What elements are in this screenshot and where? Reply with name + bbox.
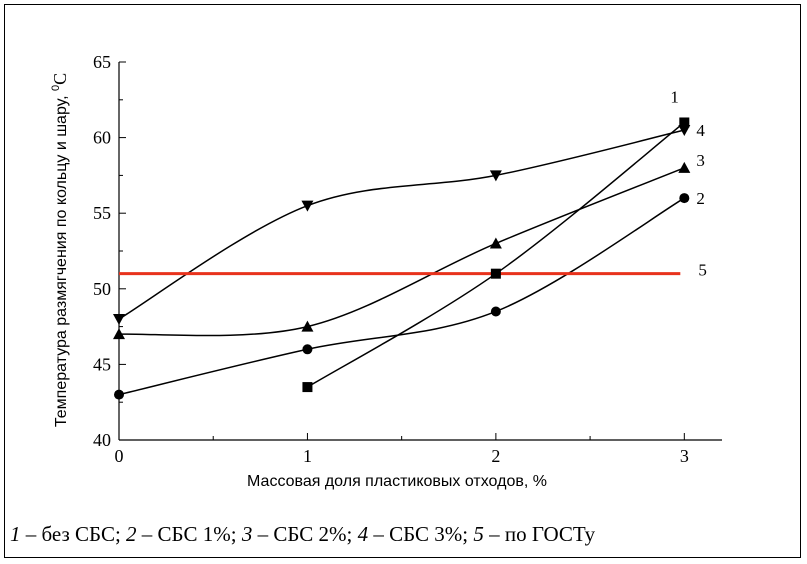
y-axis-unit-superscript: 0 — [50, 85, 62, 91]
marker-circle — [302, 344, 313, 355]
marker-triangle-up — [678, 161, 691, 173]
y-tick-label: 50 — [93, 279, 111, 299]
x-axis-label: Массовая доля пластиковых отходов, % — [247, 473, 547, 490]
caption-num: 3 — [241, 522, 253, 546]
figure-frame — [4, 4, 801, 558]
caption-text: – СБС 3%; — [368, 522, 474, 546]
y-tick-label: 55 — [93, 203, 111, 223]
y-tick-label: 40 — [93, 430, 111, 450]
y-tick-label: 60 — [93, 128, 111, 148]
series-2-label: 2 — [696, 189, 705, 208]
caption-num: 5 — [473, 522, 484, 546]
caption-item: 1 – без СБС; — [10, 522, 126, 546]
y-axis-label: Температура размягчения по кольцу и шару… — [50, 73, 70, 427]
caption-text: – СБС 1%; — [136, 522, 242, 546]
marker-triangle-down — [678, 125, 691, 137]
caption-text: – СБС 2%; — [252, 522, 358, 546]
series-1-label: 1 — [670, 87, 679, 106]
x-tick-label: 1 — [303, 446, 312, 466]
marker-triangle-down — [113, 314, 125, 326]
caption-text: – без СБС; — [20, 522, 127, 546]
y-tick-label: 65 — [93, 52, 111, 72]
x-tick-label: 2 — [491, 446, 500, 466]
series-markers — [113, 117, 691, 400]
y-tick-label: 45 — [93, 354, 111, 374]
series-4-line — [118, 129, 685, 320]
caption-item: 3 – СБС 2%; — [242, 522, 358, 546]
marker-square — [679, 117, 690, 128]
figure-caption: 1 – без СБС; 2 – СБС 1%; 3 – СБС 2%; 4 –… — [10, 522, 800, 547]
caption-item: 5 – по ГОСТу — [473, 522, 595, 546]
series-5-label: 5 — [698, 261, 707, 280]
marker-square — [302, 382, 313, 393]
marker-square — [490, 268, 501, 279]
series-lines — [118, 121, 685, 396]
caption-text: – по ГОСТу — [483, 522, 596, 546]
x-tick-label: 3 — [680, 446, 689, 466]
x-tick-label: 0 — [115, 446, 124, 466]
marker-triangle-up — [113, 328, 125, 340]
series-labels: 1 2 3 4 5 — [670, 87, 707, 279]
caption-item: 4 – СБС 3%; — [358, 522, 474, 546]
caption-num: 4 — [357, 522, 369, 546]
marker-triangle-up — [301, 320, 314, 332]
series-4-label: 4 — [696, 121, 705, 140]
y-axis-label-text: Температура размягчения по кольцу и шару… — [53, 91, 70, 427]
marker-triangle-up — [489, 237, 502, 249]
y-axis-unit: С — [50, 73, 70, 85]
marker-triangle-down — [301, 200, 314, 212]
marker-triangle-down — [489, 170, 502, 182]
caption-num: 2 — [126, 522, 137, 546]
series-2-line — [118, 197, 685, 396]
marker-circle — [490, 306, 501, 317]
series-1-line — [307, 121, 685, 388]
series-3-label: 3 — [696, 151, 705, 170]
marker-circle — [679, 193, 690, 204]
caption-num: 1 — [10, 522, 21, 546]
series-3-line — [118, 167, 685, 337]
marker-circle — [114, 389, 124, 400]
caption-item: 2 – СБС 1%; — [126, 522, 242, 546]
